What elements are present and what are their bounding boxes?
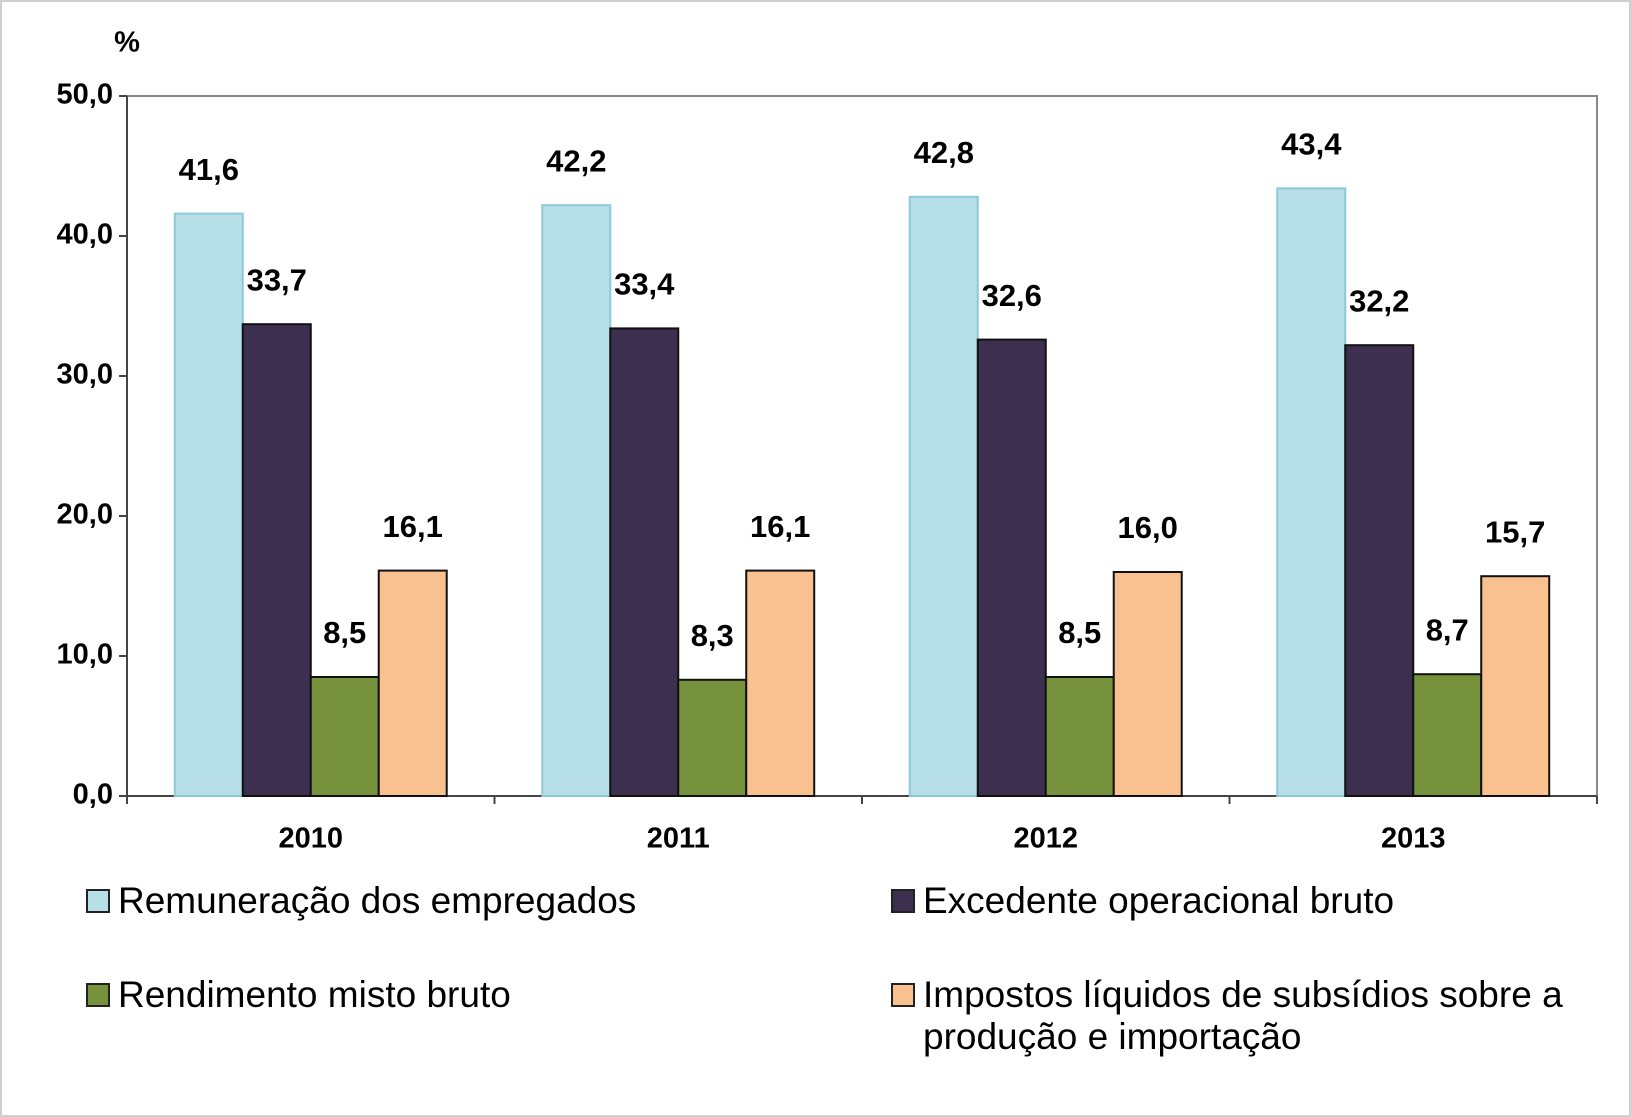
value-label: 16,1: [750, 509, 810, 544]
bar: [1276, 187, 1347, 797]
legend-entry: Rendimento misto bruto: [86, 974, 891, 1058]
value-label: 32,6: [982, 278, 1042, 313]
value-label: 8,7: [1426, 612, 1469, 647]
legend-swatch: [86, 983, 110, 1007]
y-tick-label: 10,0: [57, 639, 113, 671]
bar: [241, 323, 312, 797]
y-tick-label: 30,0: [57, 359, 113, 391]
value-label: 41,6: [179, 152, 239, 187]
bar: [1044, 676, 1115, 797]
value-label: 42,2: [546, 143, 606, 178]
value-label: 33,4: [614, 267, 675, 302]
x-tick-label: 2013: [1381, 823, 1446, 855]
y-tick-label: 20,0: [57, 499, 113, 531]
legend-label: Rendimento misto bruto: [118, 974, 511, 1015]
value-label: 33,7: [247, 262, 307, 297]
y-tick-label: 50,0: [57, 79, 113, 111]
bar: [377, 569, 448, 797]
bar: [908, 195, 979, 798]
x-tick-label: 2011: [647, 823, 710, 855]
value-label: 8,5: [323, 615, 366, 650]
bar: [309, 676, 380, 797]
value-label: 8,5: [1058, 615, 1101, 650]
legend-entry: Excedente operacional bruto: [891, 880, 1606, 922]
y-axis-label: %: [114, 27, 140, 59]
y-tick-label: 0,0: [73, 779, 113, 811]
legend-swatch: [86, 889, 110, 913]
legend-label: Excedente operacional bruto: [923, 880, 1395, 921]
value-label: 43,4: [1281, 127, 1342, 162]
bar: [1412, 673, 1483, 798]
legend-entry: Impostos líquidos de subsídios sobre a p…: [891, 974, 1606, 1058]
bar: [1480, 575, 1551, 798]
x-tick-label: 2012: [1013, 823, 1078, 855]
y-tick-label: 40,0: [57, 219, 113, 251]
bar: [541, 204, 612, 797]
value-label: 32,2: [1349, 283, 1409, 318]
legend-label: Remuneração dos empregados: [118, 880, 637, 921]
value-label: 42,8: [914, 135, 974, 170]
bar: [677, 678, 748, 797]
bar: [1344, 344, 1415, 797]
value-label: 15,7: [1485, 514, 1545, 549]
bar: [609, 327, 680, 797]
bar: [1112, 571, 1183, 797]
value-label: 16,1: [383, 509, 443, 544]
value-label: 8,3: [691, 618, 734, 653]
legend-entry: Remuneração dos empregados: [86, 880, 891, 922]
x-tick-label: 2010: [278, 823, 343, 855]
legend-label: Impostos líquidos de subsídios sobre a p…: [923, 974, 1563, 1057]
legend: Remuneração dos empregados Excedente oper…: [86, 880, 1606, 1058]
legend-swatch: [891, 889, 915, 913]
legend-swatch: [891, 983, 915, 1007]
value-label: 16,0: [1118, 510, 1178, 545]
bar: [976, 338, 1047, 797]
bar: [173, 212, 244, 798]
bar: [745, 569, 816, 797]
